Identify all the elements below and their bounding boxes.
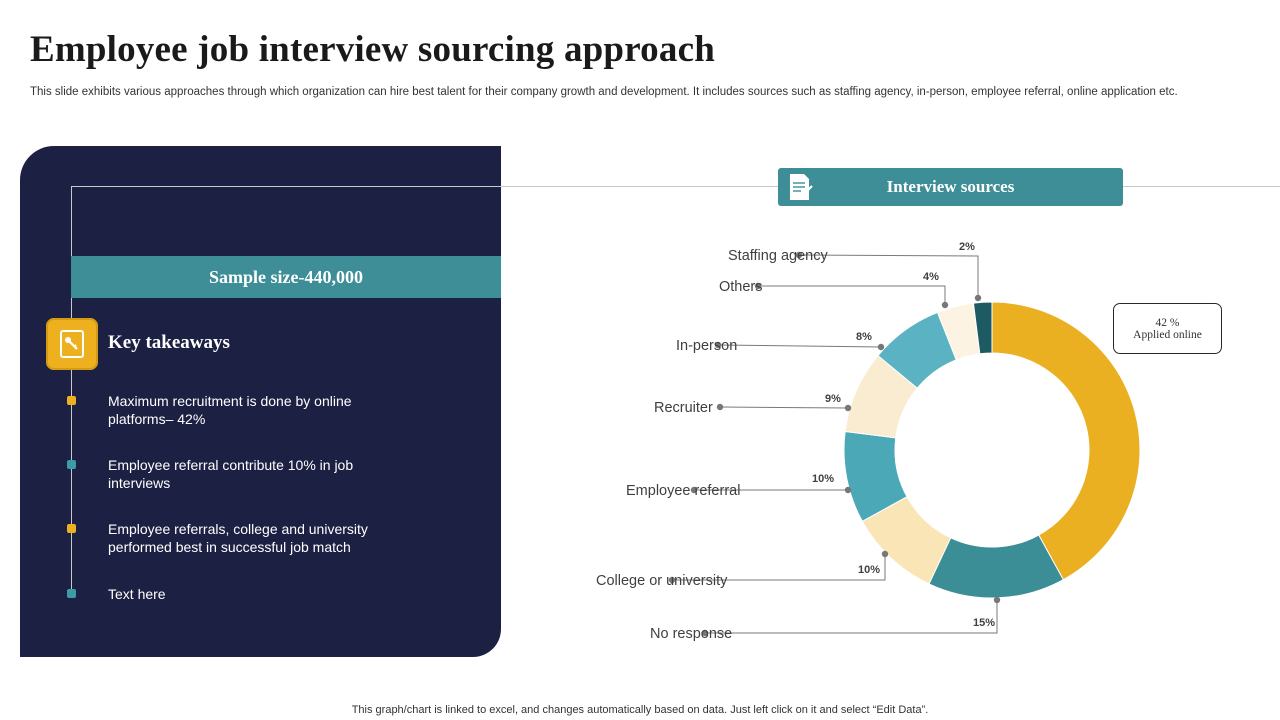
document-icon — [790, 174, 813, 200]
leader-line — [717, 344, 882, 348]
leader-line — [758, 285, 946, 305]
slice-label: Others — [719, 279, 763, 295]
slice-percent-label: 4% — [923, 271, 939, 283]
leader-dot — [716, 403, 724, 411]
takeaway-item: Maximum recruitment is done by online pl… — [108, 393, 352, 427]
callout-value: 42 % — [1155, 316, 1180, 329]
bullet-marker — [67, 460, 76, 469]
page-title: Employee job interview sourcing approach — [30, 29, 715, 70]
leader-line — [719, 406, 849, 409]
leader-line — [798, 254, 979, 298]
slice-percent-label: 15% — [973, 617, 995, 629]
bullet-marker — [67, 589, 76, 598]
leader-dot — [941, 301, 949, 309]
leader-dot — [844, 404, 852, 412]
slice-label: Employee referral — [626, 483, 740, 499]
leader-dot — [701, 629, 709, 637]
takeaway-icon — [46, 318, 98, 370]
slice-percent-label: 10% — [858, 564, 880, 576]
leader-dot — [881, 550, 889, 558]
bullet-marker — [67, 524, 76, 533]
interview-sources-header: Interview sources — [778, 168, 1123, 206]
takeaway-item: Text here — [108, 586, 166, 602]
leader-dot — [974, 294, 982, 302]
leader-dot — [690, 486, 698, 494]
slice-percent-label: 2% — [959, 241, 975, 253]
donut-slice-no-response — [928, 534, 1064, 599]
takeaway-item: Employee referral contribute 10% in job … — [108, 457, 354, 491]
divider-horizontal — [71, 186, 1280, 187]
slice-percent-label: 10% — [812, 473, 834, 485]
leader-line — [672, 554, 886, 581]
slice-percent-label: 9% — [825, 393, 841, 405]
slice-label: Recruiter — [654, 400, 713, 416]
takeaway-item: Employee referrals, college and universi… — [108, 521, 368, 555]
leader-dot — [877, 343, 885, 351]
divider-vertical — [71, 186, 72, 596]
leader-dot — [668, 576, 676, 584]
slice-label: Staffing agency — [728, 248, 828, 264]
donut-slice-staffing-agency — [972, 301, 993, 355]
leader-dot — [754, 282, 762, 290]
leader-dot — [795, 251, 803, 259]
slice-label: No response — [650, 626, 732, 642]
leader-dot — [993, 596, 1001, 604]
page-subtitle: This slide exhibits various approaches t… — [30, 86, 1178, 98]
slice-label: College or university — [596, 573, 728, 589]
leader-dot — [844, 486, 852, 494]
applied-online-callout: 42 % Applied online — [1113, 303, 1222, 354]
bullet-marker — [67, 396, 76, 405]
leader-dot — [714, 341, 722, 349]
leader-line — [705, 600, 998, 634]
sample-size-banner: Sample size-440,000 — [71, 256, 501, 298]
footer-note: This graph/chart is linked to excel, and… — [351, 704, 929, 716]
slice-label: In-person — [676, 338, 737, 354]
callout-label: Applied online — [1133, 328, 1202, 341]
slice-percent-label: 8% — [856, 331, 872, 343]
interview-sources-label: Interview sources — [886, 177, 1015, 196]
key-takeaways-title: Key takeaways — [108, 332, 230, 353]
takeaways-panel — [20, 146, 501, 657]
donut-slice-applied-online — [991, 301, 1141, 581]
